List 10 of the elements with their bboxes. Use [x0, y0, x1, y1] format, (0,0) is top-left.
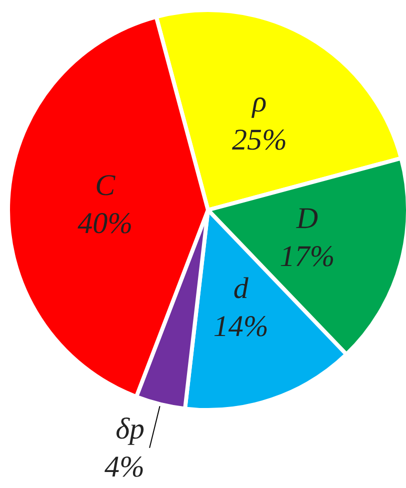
slice-label: d: [233, 272, 250, 306]
data-label: 14%: [213, 310, 268, 344]
data-label: 17%: [280, 240, 335, 274]
data-label: 40%: [78, 207, 133, 240]
slice-label: δp: [116, 412, 145, 446]
data-label: 25%: [232, 123, 287, 156]
data-label: 4%: [104, 450, 145, 484]
slice-label: C: [95, 169, 116, 202]
slice-label: D: [295, 202, 318, 236]
slice-label: ρ: [251, 85, 267, 118]
